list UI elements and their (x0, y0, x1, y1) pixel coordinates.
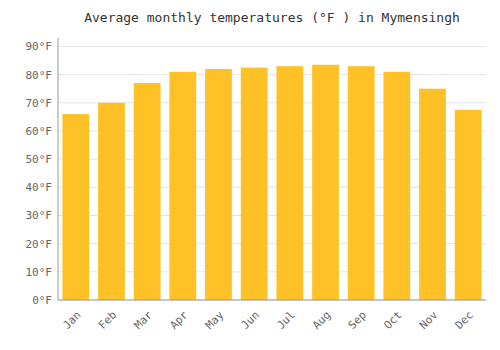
x-tick-label: Apr (167, 308, 191, 332)
title: Average monthly temperatures (°F ) in My… (84, 10, 460, 25)
bar (98, 103, 125, 300)
grid-line (58, 300, 486, 301)
chart-container: Average monthly temperatures (°F ) in My… (0, 0, 500, 350)
x-tick-label: Mar (132, 308, 156, 332)
x-tick-label: Oct (381, 309, 404, 332)
y-tick-label: 70°F (26, 97, 53, 110)
x-tick-label: Jan (60, 309, 83, 332)
y-tick-label: 60°F (26, 125, 53, 138)
y-tick-label: 50°F (26, 153, 53, 166)
grid-line (58, 46, 486, 47)
y-axis-line (58, 38, 59, 300)
bar (134, 83, 161, 300)
x-tick-label: Dec (453, 309, 476, 332)
bar (348, 66, 375, 300)
x-tick-label: Nov (417, 308, 441, 332)
x-tick-label: Feb (96, 309, 119, 332)
bar (276, 66, 303, 300)
y-tick-label: 20°F (26, 238, 53, 251)
y-tick-label: 90°F (26, 40, 53, 53)
bars (62, 65, 481, 300)
chart: Average monthly temperatures (°F ) in My… (0, 0, 500, 350)
x-tick-label: Sep (346, 309, 369, 332)
bar (455, 110, 482, 300)
bar (383, 72, 410, 300)
bar (419, 89, 446, 300)
bar (241, 68, 268, 300)
x-tick-label: Jun (239, 309, 262, 332)
bar (169, 72, 196, 300)
y-tick-label: 80°F (26, 69, 53, 82)
bar (312, 65, 339, 300)
x-tick-label: May (203, 308, 227, 332)
grid-line (58, 74, 486, 75)
bar (62, 114, 89, 300)
x-axis-line (58, 300, 486, 301)
bar (205, 69, 232, 300)
y-tick-label: 0°F (32, 294, 52, 307)
y-tick-label: 30°F (26, 209, 53, 222)
x-tick-label: Aug (310, 309, 333, 332)
x-tick-label: Jul (274, 309, 297, 332)
y-tick-label: 40°F (26, 181, 53, 194)
y-tick-label: 10°F (26, 266, 53, 279)
grid (58, 46, 486, 300)
